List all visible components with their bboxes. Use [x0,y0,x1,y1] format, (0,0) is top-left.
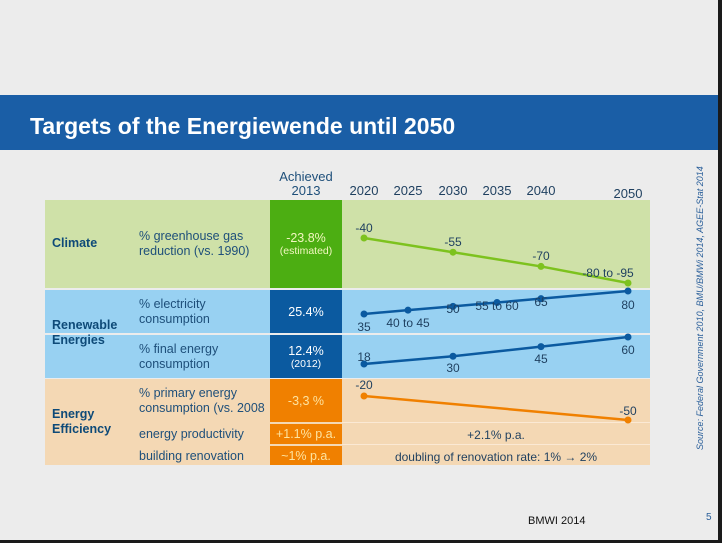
value: -3,3 % [287,393,325,408]
page-number: 5 [706,512,712,523]
point-label: 45 [534,351,548,366]
divider [342,444,650,445]
point-label: 55 to 60 [475,298,519,313]
data-point [360,310,368,318]
metric-electricity: % electricity consumption [139,297,210,326]
achieved-final-energy: 12.4% (2012) [270,335,342,378]
title-band [0,95,718,150]
data-point [360,360,368,368]
year-2025: 2025 [393,183,423,198]
achieved-header: Achieved 2013 [270,170,342,198]
metric-ghg: % greenhouse gas reduction (vs. 1990) [139,229,250,258]
metric-primary-energy: % primary energy consumption (vs. 2008 [139,386,265,415]
point-label: 30 [446,361,460,376]
point-label: -80 to -95 [582,266,634,280]
divider [342,422,650,423]
achieved-primary: -3,3 % [270,379,342,422]
achieved-year: 2013 [291,183,321,198]
point-label: 40 to 45 [386,316,430,331]
point-label: -50 [619,404,637,418]
note: (2012) [290,357,322,370]
series-line [363,394,629,422]
value: 25.4% [288,304,324,319]
point-label: -20 [355,378,373,392]
value: +1.1% p.a. [275,427,337,441]
point-label: 60 [621,343,635,357]
metric-renovation: building renovation [139,449,244,463]
achieved-ghg: -23.8% (estimated) [270,200,342,288]
point-label: -40 [355,221,373,235]
point-label: -70 [532,249,550,264]
credit: BMWI 2014 [528,515,586,527]
series-line [363,236,629,285]
year-2020: 2020 [349,183,379,198]
achieved-label: Achieved [279,169,333,184]
point-label: 35 [357,320,371,334]
metric-productivity: energy productivity [139,427,244,441]
year-2030: 2030 [438,183,468,198]
value: ~1% p.a. [281,448,331,463]
final-energy-row [45,335,650,378]
data-point [404,306,412,314]
data-point [493,299,501,306]
value: -23.8% [286,231,326,245]
category-climate: Climate [52,236,98,250]
data-point [537,343,545,351]
achieved-electricity: 25.4% [270,290,342,333]
point-label: 18 [357,350,371,364]
point-label: -55 [444,235,462,250]
data-point [449,352,457,360]
point-label: 50 [446,302,460,317]
data-point [537,262,545,270]
target-renovation: doubling of renovation rate: 1% → 2% [394,450,598,464]
source-note: Source: Federal Government 2010, BMU/BMW… [695,166,705,450]
value: 12.4% [288,343,324,358]
data-point [624,333,632,341]
metric-final-energy: % final energy consumption [139,342,219,371]
data-point [449,302,457,310]
climate-row [45,200,650,288]
data-point [624,279,632,287]
year-2040: 2040 [526,183,556,198]
slide-title: Targets of the Energiewende until 2050 [30,113,456,139]
target-productivity: +2.1% p.a. [467,428,525,442]
series-line [363,289,629,316]
data-point [360,392,368,400]
data-point [360,234,368,242]
point-label: 65 [534,294,548,309]
category-efficiency: Energy Efficiency [52,407,112,436]
data-point [624,416,632,424]
data-point [624,287,632,295]
point-label: 80 [621,298,635,312]
series-line [363,335,629,366]
category-renewables: Renewable Energies [52,318,118,347]
achieved-renovation: ~1% p.a. [270,446,342,465]
data-point [537,295,545,303]
achieved-productivity: +1.1% p.a. [270,424,342,444]
year-2035: 2035 [482,183,512,198]
year-2050: 2050 [613,186,643,201]
data-point [449,248,457,256]
note: (estimated) [279,245,333,257]
